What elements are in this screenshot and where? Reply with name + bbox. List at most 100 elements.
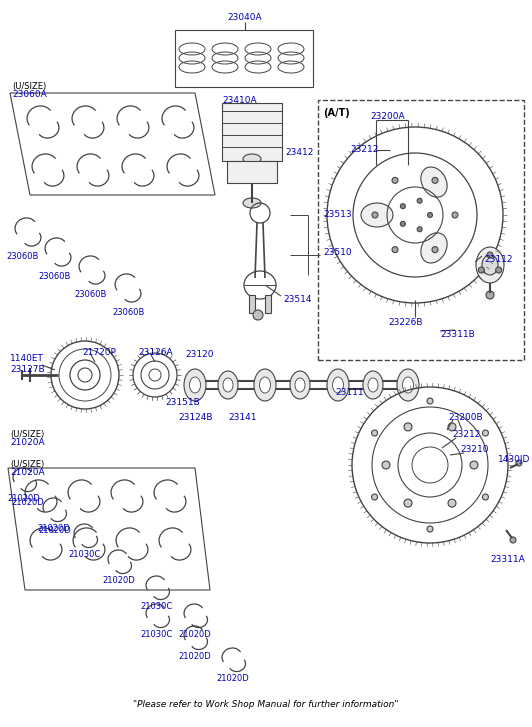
- Text: 21020D: 21020D: [178, 652, 211, 661]
- Text: 23200B: 23200B: [448, 413, 483, 422]
- Bar: [265, 295, 271, 313]
- Text: 23120: 23120: [186, 350, 214, 359]
- Text: (A/T): (A/T): [323, 108, 350, 118]
- Polygon shape: [8, 468, 210, 590]
- Text: 21020D: 21020D: [11, 498, 44, 507]
- Text: 23040A: 23040A: [228, 13, 262, 22]
- Text: 23311A: 23311A: [490, 555, 525, 564]
- Ellipse shape: [368, 378, 378, 392]
- Text: 23513: 23513: [323, 210, 352, 219]
- Text: 21020A: 21020A: [10, 468, 45, 477]
- Bar: [227, 161, 277, 183]
- Text: 23212: 23212: [452, 430, 480, 439]
- Text: 23212: 23212: [350, 145, 378, 154]
- Circle shape: [392, 177, 398, 183]
- Text: 23141: 23141: [228, 413, 256, 422]
- Circle shape: [427, 398, 433, 404]
- Ellipse shape: [361, 203, 393, 227]
- Ellipse shape: [403, 377, 413, 393]
- Bar: [175, 30, 313, 87]
- Ellipse shape: [260, 377, 270, 393]
- Circle shape: [253, 310, 263, 320]
- Text: 23311B: 23311B: [440, 330, 475, 339]
- Text: 21030C: 21030C: [68, 550, 100, 559]
- Text: 21030C: 21030C: [140, 630, 172, 639]
- Text: (U/SIZE): (U/SIZE): [10, 430, 44, 439]
- Circle shape: [417, 227, 422, 232]
- Ellipse shape: [218, 371, 238, 399]
- Text: 23060B: 23060B: [112, 308, 144, 317]
- Text: 21020D: 21020D: [37, 524, 70, 533]
- Text: 23410A: 23410A: [222, 96, 256, 105]
- Circle shape: [516, 460, 522, 466]
- Ellipse shape: [243, 154, 261, 164]
- Circle shape: [448, 499, 456, 507]
- Text: 23200A: 23200A: [370, 112, 405, 121]
- Ellipse shape: [254, 369, 276, 401]
- Ellipse shape: [189, 377, 201, 393]
- Text: 23127B: 23127B: [10, 365, 45, 374]
- Text: 23111: 23111: [336, 388, 364, 397]
- Ellipse shape: [363, 371, 383, 399]
- Ellipse shape: [295, 378, 305, 392]
- Text: 23060B: 23060B: [6, 252, 38, 261]
- Circle shape: [427, 526, 433, 532]
- Text: 23060B: 23060B: [38, 272, 70, 281]
- Circle shape: [496, 267, 502, 273]
- Text: 23510: 23510: [323, 248, 352, 257]
- Circle shape: [392, 246, 398, 253]
- Circle shape: [371, 430, 378, 436]
- Text: 1140ET: 1140ET: [10, 354, 44, 363]
- Circle shape: [428, 212, 433, 217]
- Circle shape: [401, 204, 405, 209]
- Text: 21020D: 21020D: [216, 674, 249, 683]
- Circle shape: [486, 291, 494, 299]
- Ellipse shape: [482, 255, 498, 275]
- Circle shape: [487, 252, 493, 258]
- Circle shape: [432, 177, 438, 183]
- Text: 23126A: 23126A: [138, 348, 172, 357]
- Text: (U/SIZE): (U/SIZE): [10, 460, 44, 469]
- Text: 23060B: 23060B: [74, 290, 106, 299]
- Text: 23060A: 23060A: [12, 90, 47, 99]
- Ellipse shape: [223, 378, 233, 392]
- Ellipse shape: [421, 233, 447, 263]
- Ellipse shape: [332, 377, 344, 393]
- Text: 23226B: 23226B: [388, 318, 422, 327]
- Text: 21720P: 21720P: [82, 348, 116, 357]
- Bar: [249, 295, 255, 313]
- Ellipse shape: [184, 369, 206, 401]
- Text: 21020D: 21020D: [7, 494, 40, 503]
- Polygon shape: [10, 93, 215, 195]
- Text: 23514: 23514: [283, 295, 312, 304]
- Circle shape: [417, 198, 422, 204]
- Text: "Please refer to Work Shop Manual for further information": "Please refer to Work Shop Manual for fu…: [133, 700, 399, 709]
- Circle shape: [483, 430, 488, 436]
- Ellipse shape: [397, 369, 419, 401]
- Ellipse shape: [327, 369, 349, 401]
- Text: 23124B: 23124B: [178, 413, 212, 422]
- Text: 23112: 23112: [484, 255, 512, 264]
- Text: (U/SIZE): (U/SIZE): [12, 82, 46, 91]
- Circle shape: [510, 537, 516, 543]
- Text: 21030C: 21030C: [140, 602, 172, 611]
- Circle shape: [372, 212, 378, 218]
- Ellipse shape: [421, 167, 447, 197]
- Circle shape: [382, 461, 390, 469]
- Bar: [222, 103, 282, 161]
- Circle shape: [452, 212, 458, 218]
- Text: 23412: 23412: [285, 148, 313, 157]
- Circle shape: [483, 494, 488, 500]
- Text: 21020D: 21020D: [102, 576, 135, 585]
- Bar: [318, 100, 524, 360]
- Circle shape: [478, 267, 484, 273]
- Ellipse shape: [476, 247, 504, 283]
- Circle shape: [401, 221, 405, 226]
- Circle shape: [448, 423, 456, 431]
- Circle shape: [404, 423, 412, 431]
- Circle shape: [404, 499, 412, 507]
- Ellipse shape: [290, 371, 310, 399]
- Text: 23151B: 23151B: [165, 398, 200, 407]
- Text: 21020A: 21020A: [10, 438, 45, 447]
- Text: 21020D: 21020D: [178, 630, 211, 639]
